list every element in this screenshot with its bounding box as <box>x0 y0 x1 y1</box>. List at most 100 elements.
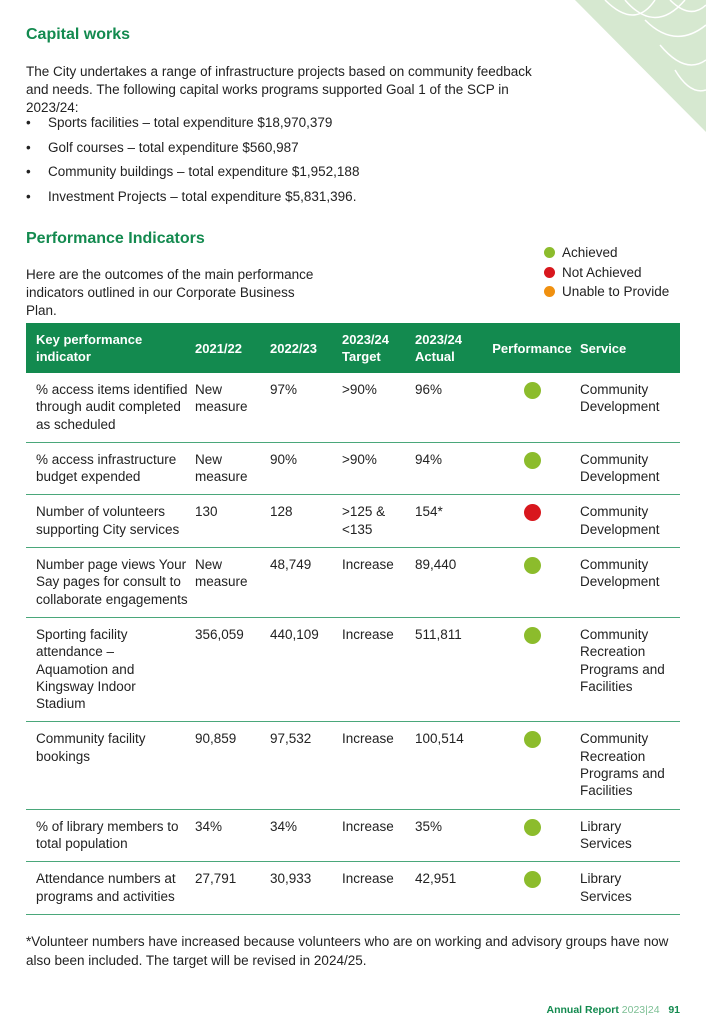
table-cell: 94% <box>415 442 490 496</box>
table-cell: 440,109 <box>270 617 342 723</box>
performance-cell <box>490 617 580 723</box>
table-row: Sporting facility attendance – Aquamotio… <box>26 617 680 723</box>
table-cell: Attendance numbers at programs and activ… <box>26 861 195 915</box>
table-cell: >90% <box>342 442 415 496</box>
table-cell: 97,532 <box>270 721 342 810</box>
legend: Achieved Not Achieved Unable to Provide <box>544 243 669 302</box>
column-header: 2022/23 <box>270 323 342 373</box>
status-dot <box>523 451 541 469</box>
performance-cell <box>490 861 580 915</box>
table-row: Number page views Your Say pages for con… <box>26 547 680 618</box>
table-cell: Library Services <box>580 809 680 863</box>
intro-text: The City undertakes a range of infrastru… <box>26 64 532 115</box>
report-name: Annual Report <box>546 1004 619 1016</box>
status-dot <box>523 731 541 749</box>
table-cell: Number page views Your Say pages for con… <box>26 547 195 618</box>
page-number: 91 <box>668 1004 680 1016</box>
performance-cell <box>490 721 580 810</box>
table-cell: 154* <box>415 494 490 549</box>
table-cell: >125 & <135 <box>342 494 415 549</box>
table-cell: Community Recreation Programs and Facili… <box>580 617 680 723</box>
table-cell: Sporting facility attendance – Aquamotio… <box>26 617 195 723</box>
table-cell: 90,859 <box>195 721 270 810</box>
table-row: Number of volunteers supporting City ser… <box>26 494 680 549</box>
table-cell: Community facility bookings <box>26 721 195 810</box>
column-header: Key performance indicator <box>26 323 195 373</box>
status-dot <box>523 504 541 522</box>
status-dot <box>523 557 541 575</box>
table-cell: 48,749 <box>270 547 342 618</box>
intro-text: Here are the outcomes of the main perfor… <box>26 267 314 318</box>
table-row: % access infrastructure budget expended N… <box>26 442 680 496</box>
bullet-item: Community buildings – total expenditure … <box>26 163 359 188</box>
legend-label: Unable to Provide <box>562 284 670 299</box>
status-dot <box>523 626 541 644</box>
legend-item: Achieved <box>544 243 669 263</box>
column-header: 2023/24 Target <box>342 323 415 373</box>
performance-cell <box>490 494 580 549</box>
footnote: *Volunteer numbers have increased becaus… <box>26 934 669 968</box>
table-cell: % access infrastructure budget expended <box>26 442 195 496</box>
table-cell: Increase <box>342 861 415 915</box>
table-cell: New measure <box>195 442 270 496</box>
table-cell: >90% <box>342 373 415 443</box>
table-cell: 97% <box>270 373 342 443</box>
table-cell: Community Recreation Programs and Facili… <box>580 721 680 810</box>
table-cell: Increase <box>342 809 415 863</box>
legend-dot <box>544 266 555 278</box>
table-row: % of library members to total population… <box>26 809 680 863</box>
table-cell: 90% <box>270 442 342 496</box>
table-cell: 30,933 <box>270 861 342 915</box>
kpi-table: Key performance indicator 2021/22 2022/23 2… <box>26 323 680 915</box>
legend-item: Unable to Provide <box>544 282 669 302</box>
section-heading: Capital works <box>26 26 131 43</box>
bullet-item: Investment Projects – total expenditure … <box>26 188 359 213</box>
status-dot <box>523 382 541 399</box>
performance-cell <box>490 373 580 443</box>
legend-label: Not Achieved <box>562 264 642 280</box>
table-cell: % of library members to total population <box>26 809 195 863</box>
status-dot <box>523 871 541 889</box>
table-cell: 100,514 <box>415 721 490 810</box>
table-cell: Community Development <box>580 494 680 549</box>
column-header: 2021/22 <box>195 323 270 373</box>
table-cell: New measure <box>195 547 270 618</box>
report-year: 2023|24 <box>621 1004 660 1016</box>
table-cell: Increase <box>342 721 415 810</box>
performance-cell <box>490 442 580 496</box>
table-cell: 356,059 <box>195 617 270 723</box>
table-cell: Library Services <box>580 861 680 915</box>
footer: Annual Report 2023|24 91 <box>547 1004 680 1016</box>
bullet-item: Golf courses – total expenditure $560,98… <box>26 139 359 164</box>
table-cell: 35% <box>415 809 490 863</box>
table-header: Key performance indicator 2021/22 2022/23 2… <box>26 323 680 373</box>
table-cell: 511,811 <box>415 617 490 723</box>
table-row: Community facility bookings 90,859 97,532 I… <box>26 721 680 810</box>
bullet-item: Sports facilities – total expenditure $1… <box>26 114 359 139</box>
section-heading: Performance Indicators <box>26 230 205 247</box>
table-row: % access items identified through audit … <box>26 373 680 443</box>
table-cell: 89,440 <box>415 547 490 618</box>
status-dot <box>523 818 541 836</box>
legend-label: Achieved <box>562 245 618 260</box>
column-header: Performance <box>490 323 580 373</box>
legend-dot <box>544 286 555 298</box>
table-cell: 128 <box>270 494 342 549</box>
table-cell: 34% <box>270 809 342 863</box>
table-cell: Increase <box>342 547 415 618</box>
table-cell: 42,951 <box>415 861 490 915</box>
table-cell: Community Development <box>580 547 680 618</box>
decoration <box>575 0 706 132</box>
bullet-list: Sports facilities – total expenditure $1… <box>26 114 359 212</box>
legend-dot <box>544 247 555 259</box>
table-cell: Number of volunteers supporting City ser… <box>26 494 195 549</box>
table-cell: Community Development <box>580 442 680 496</box>
column-header: 2023/24 Actual <box>415 323 490 373</box>
legend-item: Not Achieved <box>544 263 669 283</box>
table-cell: Community Development <box>580 373 680 443</box>
table-cell: 96% <box>415 373 490 443</box>
table-cell: Increase <box>342 617 415 723</box>
performance-cell <box>490 809 580 863</box>
table-cell: 130 <box>195 494 270 549</box>
